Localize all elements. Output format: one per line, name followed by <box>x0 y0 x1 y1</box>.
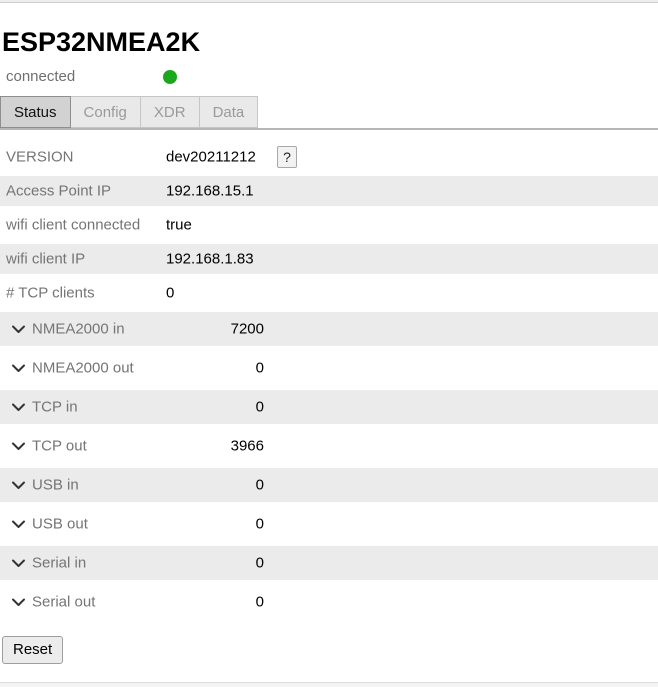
row-value: 7200 <box>230 320 264 338</box>
connection-status-dot-icon <box>163 70 177 84</box>
row-value: 192.168.15.1 <box>166 182 254 200</box>
row-value: 0 <box>255 476 264 494</box>
table-row-access-point-ip: Access Point IP 192.168.15.1 <box>0 176 658 206</box>
row-label: USB in <box>32 476 79 494</box>
row-label: TCP in <box>32 398 78 416</box>
row-label: TCP out <box>32 437 87 455</box>
table-row-wifi-client-connected: wifi client connected true <box>0 210 658 240</box>
counter-row-tcp-out[interactable]: TCP out 3966 <box>0 429 658 463</box>
chevron-down-icon[interactable] <box>11 518 26 530</box>
row-label: NMEA2000 out <box>32 359 134 377</box>
chevron-down-icon[interactable] <box>11 596 26 608</box>
row-label: wifi client IP <box>6 250 86 268</box>
row-label: Access Point IP <box>6 182 112 200</box>
connection-status-label: connected <box>6 68 76 85</box>
top-edge-strip <box>0 0 658 3</box>
row-value: 0 <box>255 593 264 611</box>
row-value: 0 <box>255 359 264 377</box>
chevron-down-icon[interactable] <box>11 440 26 452</box>
tab-xdr[interactable]: XDR <box>140 96 200 128</box>
table-row-wifi-client-ip: wifi client IP 192.168.1.83 <box>0 244 658 274</box>
page-title: ESP32NMEA2K <box>2 27 201 57</box>
row-label: VERSION <box>6 148 74 166</box>
row-label: Serial in <box>32 554 87 572</box>
bottom-edge-strip <box>0 682 658 687</box>
row-value: 0 <box>255 398 264 416</box>
counter-row-tcp-in[interactable]: TCP in 0 <box>0 390 658 424</box>
counter-row-nmea2000-out[interactable]: NMEA2000 out 0 <box>0 351 658 385</box>
counter-row-serial-out[interactable]: Serial out 0 <box>0 585 658 619</box>
counter-row-nmea2000-in[interactable]: NMEA2000 in 7200 <box>0 312 658 346</box>
tab-status[interactable]: Status <box>0 96 71 128</box>
row-value: dev20211212 <box>166 148 256 166</box>
counter-row-usb-in[interactable]: USB in 0 <box>0 468 658 502</box>
row-label: USB out <box>32 515 88 533</box>
chevron-down-icon[interactable] <box>11 401 26 413</box>
chevron-down-icon[interactable] <box>11 362 26 374</box>
row-value: 192.168.1.83 <box>166 250 254 268</box>
table-row-version: VERSION dev20211212 ? <box>0 142 658 172</box>
tab-config[interactable]: Config <box>70 96 141 128</box>
connection-status: connected <box>0 68 658 85</box>
row-label: NMEA2000 in <box>32 320 125 338</box>
row-value: 0 <box>255 515 264 533</box>
row-label: # TCP clients <box>6 284 95 302</box>
chevron-down-icon[interactable] <box>11 557 26 569</box>
status-table: VERSION dev20211212 ? Access Point IP 19… <box>0 142 658 619</box>
counter-row-usb-out[interactable]: USB out 0 <box>0 507 658 541</box>
row-value: true <box>166 216 192 234</box>
row-value: 3966 <box>230 437 264 455</box>
row-value: 0 <box>166 284 175 302</box>
help-button[interactable]: ? <box>277 146 297 168</box>
tab-bar: Status Config XDR Data <box>0 96 658 130</box>
chevron-down-icon[interactable] <box>11 323 26 335</box>
row-value: 0 <box>255 554 264 572</box>
row-label: Serial out <box>32 593 96 611</box>
table-row-tcp-clients: # TCP clients 0 <box>0 278 658 308</box>
row-label: wifi client connected <box>6 216 141 234</box>
tab-data[interactable]: Data <box>199 96 259 128</box>
counter-row-serial-in[interactable]: Serial in 0 <box>0 546 658 580</box>
reset-button[interactable]: Reset <box>2 636 64 664</box>
chevron-down-icon[interactable] <box>11 479 26 491</box>
